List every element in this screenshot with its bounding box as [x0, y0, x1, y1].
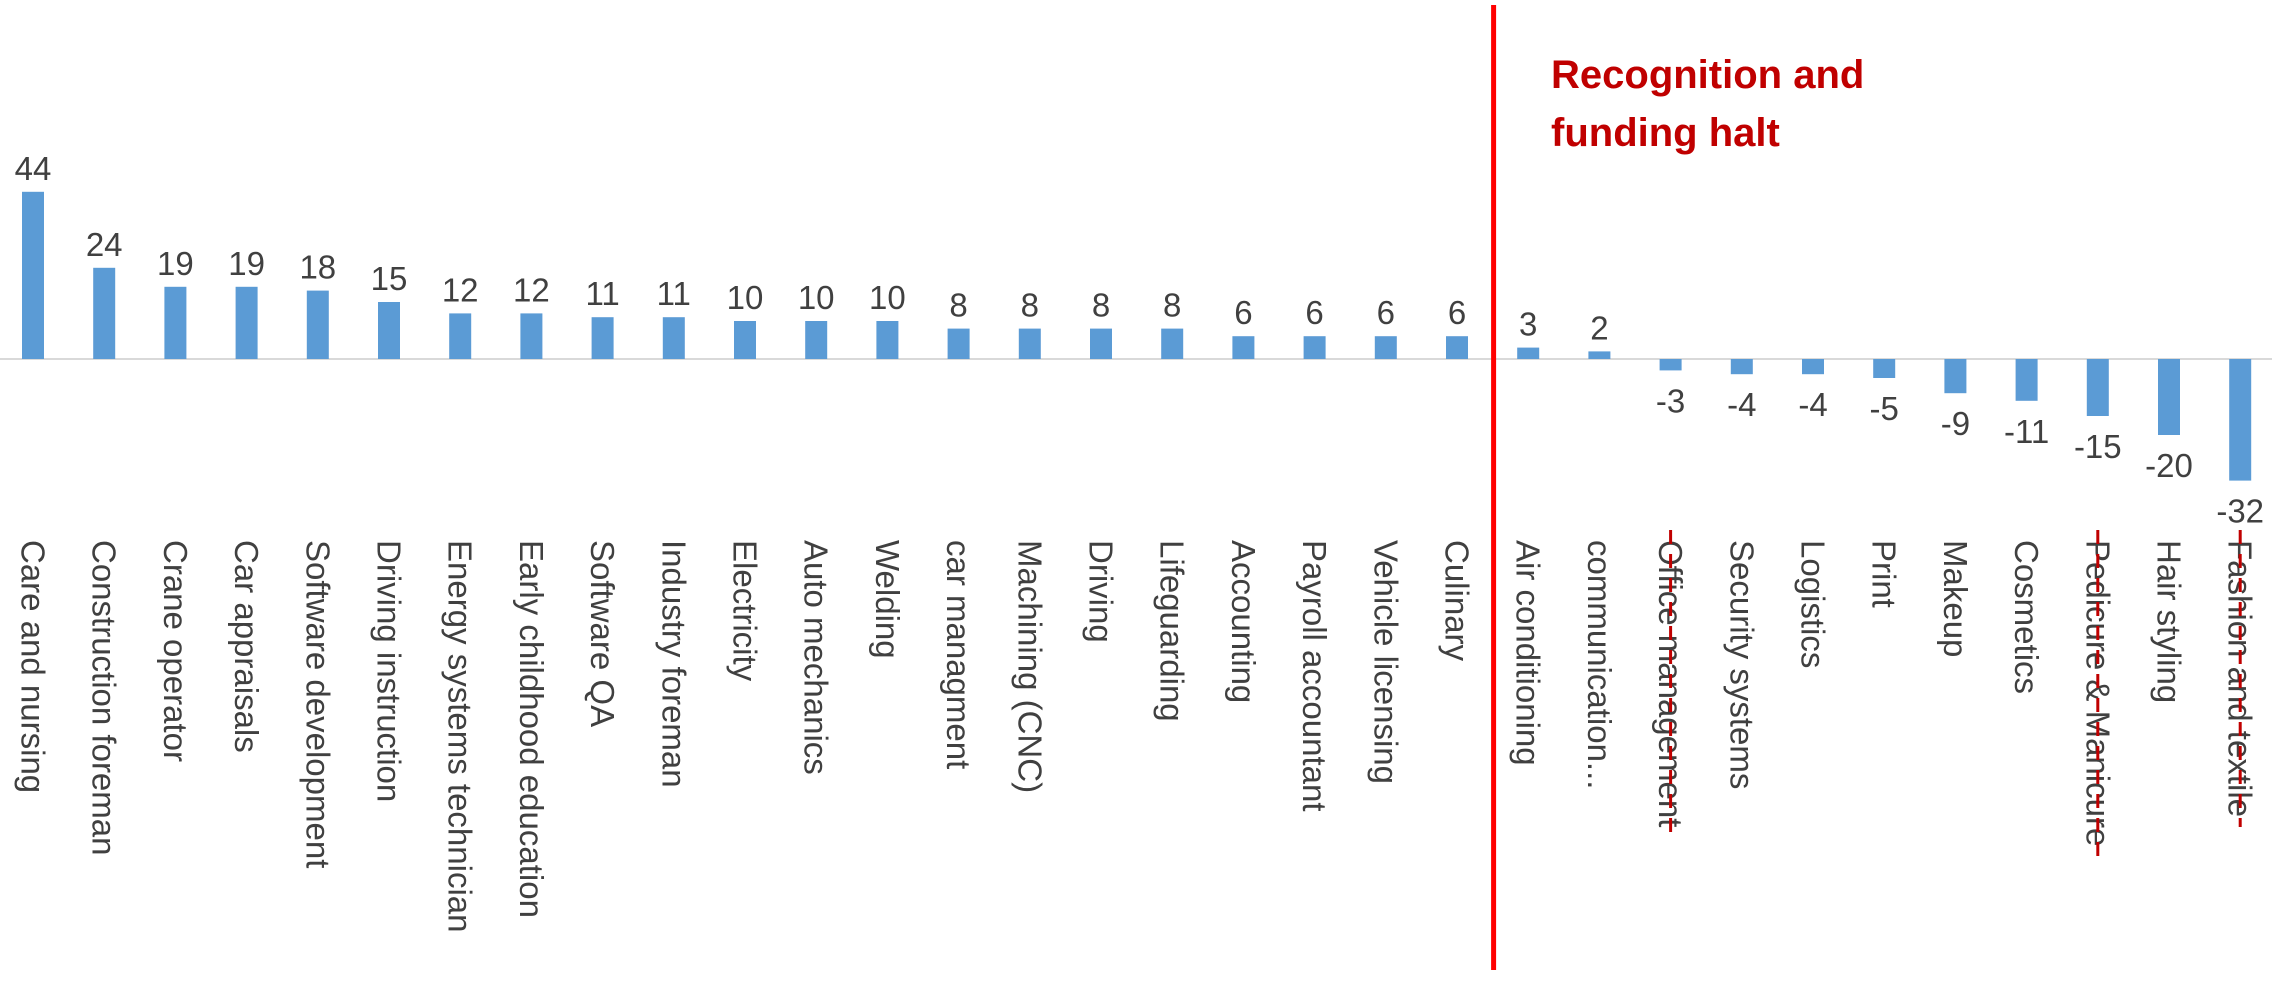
bar-makeup — [1944, 359, 1967, 394]
category-label-logistics: Logistics — [1795, 540, 1832, 668]
value-label-energy-systems-technician: 12 — [442, 271, 479, 308]
category-label-electricity: Electricity — [727, 540, 764, 682]
value-label-machining-cnc: 8 — [1021, 287, 1039, 324]
category-label-driving: Driving — [1083, 540, 1120, 643]
category-label-crane-operator: Crane operator — [157, 540, 194, 762]
category-label-hair-styling: Hair styling — [2151, 540, 2188, 703]
value-label-pedicure-manicure: -15 — [2074, 428, 2122, 465]
recognition-annotation: Recognition and funding halt — [1551, 53, 1865, 155]
category-label-print: Print — [1866, 540, 1903, 608]
bar-early-childhood-education — [520, 313, 543, 359]
value-label-construction-foreman: 24 — [86, 226, 123, 263]
value-label-auto-mechanics: 10 — [798, 279, 835, 316]
bar-security-systems — [1730, 359, 1753, 375]
bar-payroll-accountant — [1303, 336, 1326, 359]
bar-fashion-and-textile — [2229, 359, 2252, 481]
category-label-payroll-accountant: Payroll accountant — [1296, 540, 1333, 812]
value-label-care-and-nursing: 44 — [15, 150, 52, 187]
value-label-print: -5 — [1870, 390, 1899, 427]
bar-machining-cnc — [1018, 328, 1041, 359]
bars-layer — [22, 191, 2252, 481]
bar-industry-foreman — [662, 317, 685, 359]
category-label-construction-foreman: Construction foreman — [86, 540, 123, 855]
bar-lifeguarding — [1161, 328, 1184, 359]
category-label-energy-systems-technician: Energy systems technician — [442, 540, 479, 933]
bar-communication — [1588, 351, 1611, 359]
bar-software-development — [306, 290, 329, 359]
bar-cosmetics — [2015, 359, 2038, 401]
value-label-payroll-accountant: 6 — [1305, 294, 1323, 331]
bar-hair-styling — [2158, 359, 2180, 435]
category-label-vehicle-licensing: Vehicle licensing — [1367, 540, 1404, 784]
bar-software-qa — [591, 317, 614, 359]
bar-print — [1873, 359, 1896, 378]
value-label-culinary: 6 — [1448, 294, 1466, 331]
value-label-car-appraisals: 19 — [228, 245, 265, 282]
value-label-welding: 10 — [869, 279, 906, 316]
value-label-crane-operator: 19 — [157, 245, 194, 282]
value-label-vehicle-licensing: 6 — [1377, 294, 1395, 331]
category-label-care-and-nursing: Care and nursing — [15, 540, 52, 793]
bar-vehicle-licensing — [1374, 336, 1397, 359]
bar-care-and-nursing — [22, 191, 44, 359]
bar-office-management — [1659, 359, 1682, 371]
category-label-industry-foreman: Industry foreman — [655, 540, 692, 788]
value-label-makeup: -9 — [1941, 405, 1970, 442]
bar-crane-operator — [164, 286, 187, 359]
value-label-lifeguarding: 8 — [1163, 287, 1181, 324]
value-label-accounting: 6 — [1234, 294, 1252, 331]
value-label-software-qa: 11 — [585, 275, 619, 312]
bar-energy-systems-technician — [449, 313, 472, 359]
bar-construction-foreman — [93, 267, 116, 359]
bar-pedicure-manicure — [2086, 359, 2109, 416]
value-label-industry-foreman: 11 — [657, 275, 691, 312]
bar-culinary — [1446, 336, 1468, 359]
bar-car-appraisals — [235, 286, 258, 359]
bar-auto-mechanics — [805, 321, 828, 359]
value-label-hair-styling: -20 — [2145, 447, 2193, 484]
value-label-electricity: 10 — [727, 279, 764, 316]
category-label-driving-instruction: Driving instruction — [371, 540, 408, 802]
value-label-logistics: -4 — [1798, 386, 1827, 423]
category-label-communication: communication... — [1581, 540, 1618, 789]
value-label-fashion-and-textile: -32 — [2216, 493, 2264, 530]
category-label-car-managment: car managment — [940, 540, 977, 769]
category-label-machining-cnc: Machining (CNC) — [1011, 540, 1048, 793]
bar-accounting — [1232, 336, 1255, 359]
value-label-communication: 2 — [1590, 309, 1608, 346]
category-label-cosmetics: Cosmetics — [2008, 540, 2045, 694]
category-label-air-conditioning: Air conditioning — [1510, 540, 1547, 766]
category-label-lifeguarding: Lifeguarding — [1154, 540, 1191, 722]
category-label-early-childhood-education: Early childhood education — [513, 540, 550, 918]
bar-electricity — [734, 321, 756, 359]
bar-welding — [876, 321, 899, 359]
value-label-security-systems: -4 — [1727, 386, 1756, 423]
value-label-car-managment: 8 — [949, 287, 967, 324]
category-labels-layer: Care and nursing Construction foreman Cran… — [15, 530, 2259, 933]
value-label-cosmetics: -11 — [2004, 413, 2049, 450]
category-label-car-appraisals: Car appraisals — [228, 540, 265, 753]
category-label-software-development: Software development — [299, 540, 336, 868]
category-label-culinary: Culinary — [1439, 540, 1476, 662]
category-label-software-qa: Software QA — [584, 540, 621, 727]
value-label-office-management: -3 — [1656, 382, 1685, 419]
category-label-accounting: Accounting — [1225, 540, 1262, 703]
bar-logistics — [1802, 359, 1824, 375]
value-label-air-conditioning: 3 — [1519, 306, 1537, 343]
value-labels-layer: 44 24 19 19 18 15 12 12 11 11 10 10 10 8 8 8 8 6 6 6 6 3 2 -3 -4… — [15, 150, 2264, 530]
value-label-driving-instruction: 15 — [371, 260, 408, 297]
bar-driving — [1090, 328, 1112, 359]
category-label-auto-mechanics: Auto mechanics — [798, 540, 835, 775]
value-label-software-development: 18 — [299, 249, 336, 286]
bar-air-conditioning — [1517, 347, 1540, 359]
category-label-makeup: Makeup — [1937, 540, 1974, 657]
bar-car-managment — [947, 328, 970, 359]
category-label-security-systems: Security systems — [1723, 540, 1760, 789]
value-label-early-childhood-education: 12 — [513, 271, 550, 308]
category-label-welding: Welding — [869, 540, 906, 659]
bar-driving-instruction — [378, 302, 400, 359]
value-label-driving: 8 — [1092, 287, 1110, 324]
